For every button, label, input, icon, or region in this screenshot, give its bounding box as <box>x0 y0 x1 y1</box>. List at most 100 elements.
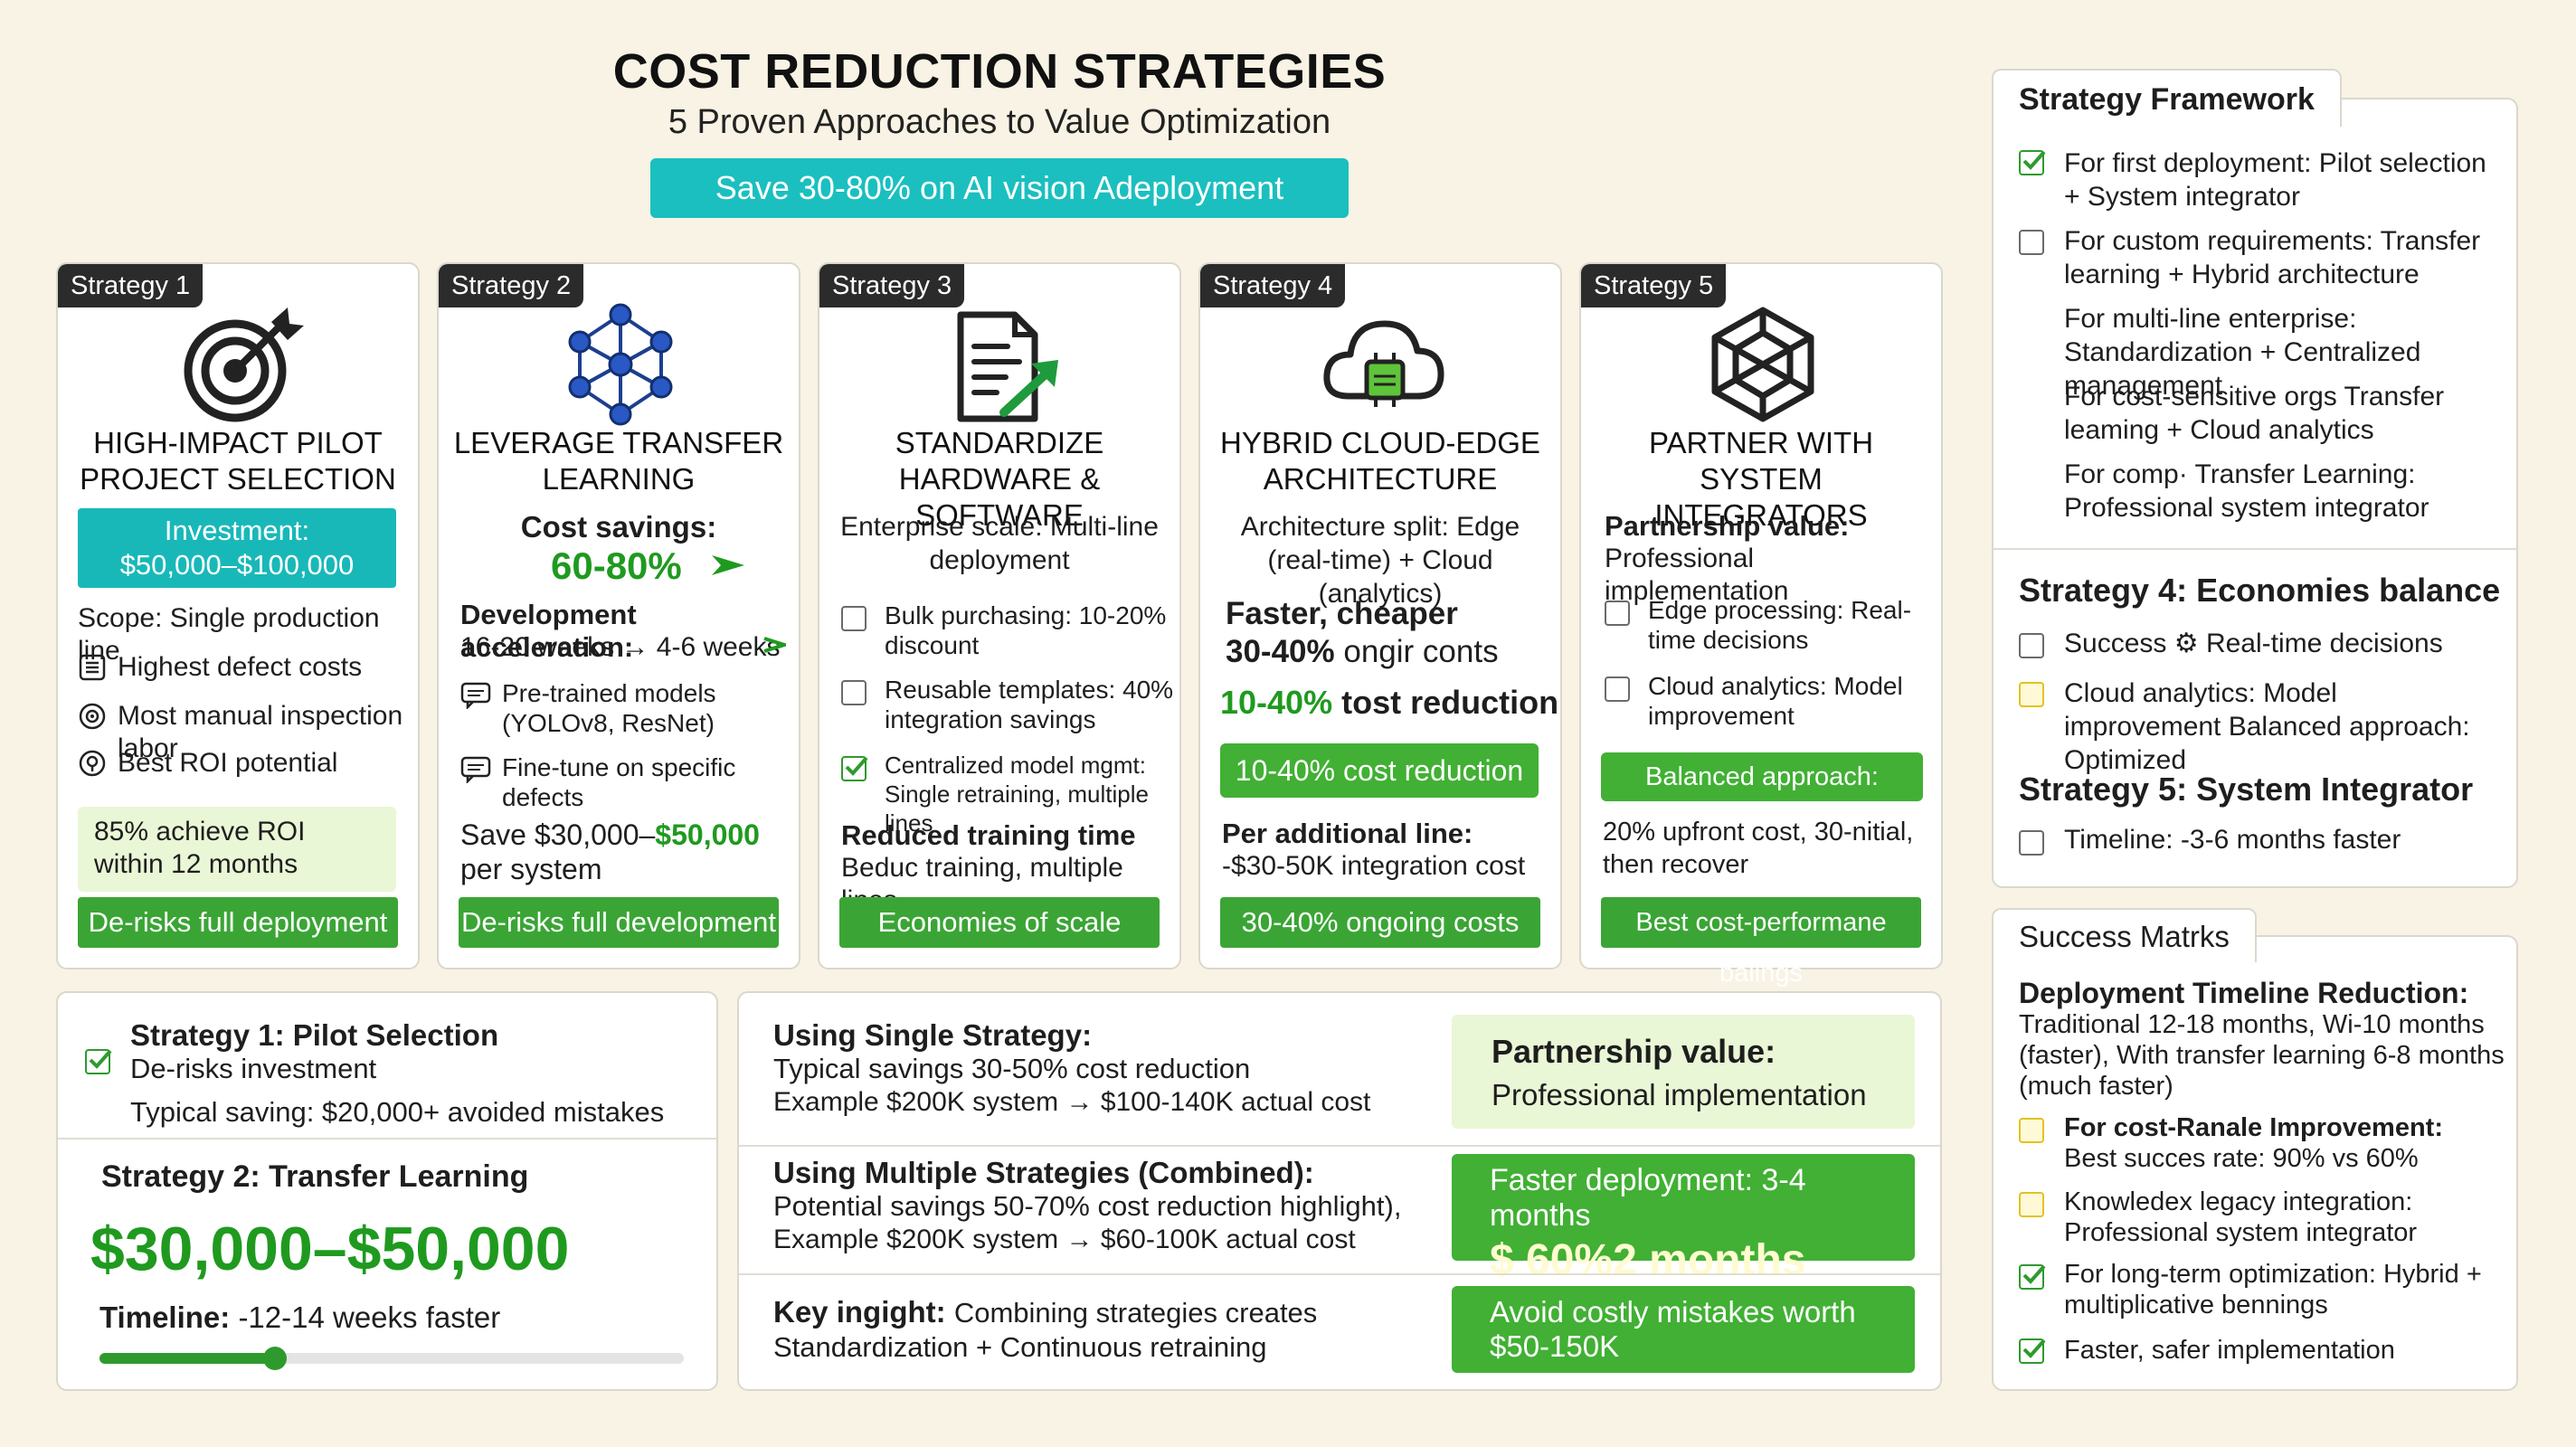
avoid-mistakes-box: Avoid costly mistakes worth $50-150K <box>1452 1286 1915 1373</box>
strategy-card-1: Strategy 1 HIGH-IMPACT PILOT PROJECT SELE… <box>56 262 420 969</box>
item-text: Edge processing: Real-time decisions <box>1648 596 1912 654</box>
multi-line-1: Potential savings 50-70% cost reduction … <box>773 1190 1402 1222</box>
divider <box>1994 548 2516 550</box>
intro-text: Architecture split: Edge (real-time) + C… <box>1240 512 1520 609</box>
checkbox-highlighted[interactable] <box>2019 682 2044 707</box>
checkbox[interactable] <box>841 606 867 631</box>
item-text: Pre-trained models (YOLOv8, ResNet) <box>502 679 716 737</box>
timeline-progress-knob[interactable] <box>262 1347 287 1370</box>
checkbox[interactable] <box>1605 676 1630 702</box>
card-footer: Best cost-performane balings <box>1601 897 1921 988</box>
framework-item: For first deployment: Pilot selection + … <box>2064 148 2486 212</box>
card-footer: De-risks full deployment <box>78 897 398 948</box>
checkbox[interactable] <box>2019 230 2044 255</box>
checkbox-checked[interactable] <box>2019 150 2046 175</box>
check-icon <box>845 756 868 776</box>
checkbox[interactable] <box>1605 601 1630 626</box>
dtr-title: Deployment Timeline Reduction: <box>2019 977 2469 1009</box>
save-text: Save $30,000–$50,000 per system <box>460 818 760 885</box>
accel-label: Development acceleration: <box>460 599 637 663</box>
timeline-progress-track <box>99 1347 684 1370</box>
checkbox-highlighted[interactable] <box>2019 1192 2044 1217</box>
per-line-label: Per additional line: <box>1222 818 1473 849</box>
roi-note: 85% achieve ROI within 12 months <box>78 807 396 892</box>
single-title: Using Single Strategy: <box>773 1018 1093 1052</box>
divider <box>739 1273 1940 1275</box>
summary-panel-middle: Using Single Strategy: Typical savings 3… <box>737 991 1942 1391</box>
strategy-card-4: Strategy 4 HYBRID CLOUD-EDGE ARCHITECTURE… <box>1198 262 1562 969</box>
strategy-framework-panel <box>1992 98 2518 888</box>
checkbox[interactable] <box>2019 633 2044 658</box>
item-text: Bulk purchasing: 10-20% discount <box>885 601 1167 659</box>
list-icon <box>79 654 106 681</box>
note-text: 20% upfront cost, 30-nitial, then recove… <box>1603 818 1914 879</box>
insight-line-1: Key ingight: Combining strategies create… <box>773 1295 1318 1329</box>
timeline-progress-fill <box>99 1353 275 1364</box>
investment-badge: Investment: $50,000–$100,000 <box>78 508 396 588</box>
chat-icon <box>460 756 491 783</box>
card-title: HIGH-IMPACT PILOT PROJECT SELECTION <box>80 426 396 496</box>
framework-item: For custom requirements: Transfer learni… <box>2064 226 2481 289</box>
card-title: HYBRID CLOUD-EDGE ARCHITECTURE <box>1220 426 1540 496</box>
target-icon <box>184 307 304 422</box>
neural-network-icon <box>568 303 673 426</box>
checkbox[interactable] <box>2019 830 2044 856</box>
cost-savings-value: 60-80% <box>551 544 682 587</box>
checkbox-highlighted[interactable] <box>2019 1118 2044 1143</box>
timeline-text: Timeline: -12-14 weeks faster <box>99 1300 501 1334</box>
partner-text: Professional implementation <box>1605 544 1789 606</box>
checkbox-checked[interactable] <box>85 1049 112 1074</box>
card-title: PARTNER WITH SYSTEM INTEGRATORS <box>1648 426 1874 532</box>
single-line-1: Typical savings 30-50% cost reduction <box>773 1053 1251 1084</box>
check-icon <box>2022 150 2046 170</box>
card-title: LEVERAGE TRANSFER LEARNING <box>453 426 784 496</box>
card-title: STANDARDIZE HARDWARE & SOFTWARE <box>895 426 1104 532</box>
arrow-right-icon <box>763 637 786 653</box>
card-footer: De-risks full development <box>459 897 779 948</box>
item-text: Centralized model mgmt: Single retrainin… <box>885 752 1149 837</box>
s4-title: Strategy 4: Economies balance <box>2019 572 2501 609</box>
savings-banner: Save 30-80% on AI vision Adeployment <box>650 158 1349 218</box>
single-line-2: Example $200K system → $100-140K actual … <box>773 1087 1371 1117</box>
per-line-value: -$30-50K integration cost <box>1222 851 1526 881</box>
s5-item: Timeline: -3-6 months faster <box>2064 825 2401 855</box>
framework-tab[interactable]: Strategy Framework <box>1992 69 2342 127</box>
metric-item: Faster, safer implementation <box>2064 1336 2395 1365</box>
divider <box>739 1145 1940 1147</box>
checkbox-checked[interactable] <box>841 756 868 781</box>
framework-item: For comp· Transfer Learning: Professiona… <box>2064 459 2429 523</box>
partner-label: Partnership value: <box>1605 510 1850 542</box>
metric-item: For long-term optimization: Hybrid + mul… <box>2064 1260 2482 1319</box>
cloud-chip-icon <box>1323 320 1444 407</box>
strategy-card-3: Strategy 3 STANDARDIZE HARDWARE & SOFTWAR… <box>818 262 1181 969</box>
training-label: Reduced training time <box>841 819 1136 851</box>
checkbox[interactable] <box>841 680 867 705</box>
document-chart-icon <box>957 311 1058 422</box>
highlight-badge: 10-40% cost reduction <box>1220 743 1539 798</box>
item-text: Fine-tune on specific defects <box>502 753 736 811</box>
pin-icon <box>79 750 106 777</box>
card-footer: 30-40% ongoing costs <box>1220 897 1540 948</box>
intro-text: Enterprise scale: Multi-line deployment <box>840 512 1159 575</box>
checkbox-checked[interactable] <box>2019 1338 2046 1364</box>
metrics-tab[interactable]: Success Matrks <box>1992 908 2257 962</box>
highlight-badge: Balanced approach: Optimized <box>1601 752 1923 840</box>
reduction-text: 10-40% tost reduction <box>1220 684 1559 721</box>
multi-line-2: Example $200K system → $60-100K actual c… <box>773 1225 1356 1254</box>
framework-item: For cost-sensitive orgs Transfer leaming… <box>2064 382 2445 445</box>
header: COST REDUCTION STRATEGIES 5 Proven Appro… <box>543 43 1456 142</box>
s1-title: Strategy 1: Pilot Selection <box>130 1018 499 1052</box>
multi-title: Using Multiple Strategies (Combined): <box>773 1156 1314 1189</box>
item-text: Highest defect costs <box>118 652 363 682</box>
s1-saving: Typical saving: $20,000+ avoided mistake… <box>130 1096 665 1128</box>
item-text: Cloud analytics: Model improvement <box>1648 672 1903 730</box>
strategy-tag: Strategy 1 <box>58 264 204 307</box>
summary-panel-left: Strategy 1: Pilot Selection De-risks inv… <box>56 991 718 1391</box>
scope-text: Scope: Single production line <box>78 603 380 666</box>
item-text: Reusable templates: 40% integration savi… <box>885 676 1174 733</box>
page-title: COST REDUCTION STRATEGIES <box>612 44 1387 99</box>
card-footer: Economies of scale <box>839 897 1160 948</box>
checkbox-checked[interactable] <box>2019 1264 2046 1290</box>
framework-item: For multi-line enterprise: Standardizati… <box>2064 304 2421 401</box>
check-icon <box>2022 1338 2046 1358</box>
